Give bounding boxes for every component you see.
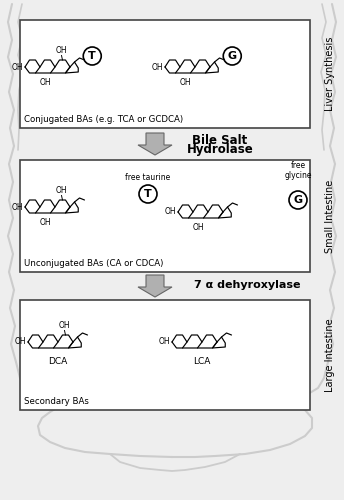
Text: OH: OH: [179, 78, 191, 87]
Text: Liver Synthesis: Liver Synthesis: [325, 37, 335, 111]
Text: OH: OH: [14, 338, 26, 346]
Text: LCA: LCA: [193, 357, 211, 366]
FancyArrow shape: [138, 133, 172, 155]
Text: OH: OH: [39, 78, 51, 87]
Text: OH: OH: [11, 62, 23, 72]
Text: OH: OH: [151, 62, 163, 72]
Text: OH: OH: [56, 46, 67, 55]
Text: T: T: [144, 189, 152, 199]
Text: OH: OH: [39, 218, 51, 227]
Text: Hydrolase: Hydrolase: [187, 144, 254, 156]
Bar: [20, 160, 310, 272]
Text: OH: OH: [56, 186, 67, 195]
Bar: [20, 300, 310, 410]
Text: Bile Salt: Bile Salt: [192, 134, 248, 146]
Text: Unconjugated BAs (CA or CDCA): Unconjugated BAs (CA or CDCA): [24, 259, 163, 268]
Text: OH: OH: [11, 202, 23, 211]
Text: 7 α dehyroxylase: 7 α dehyroxylase: [194, 280, 300, 290]
Text: Small Intestine: Small Intestine: [325, 180, 335, 252]
Text: Conjugated BAs (e.g. TCA or GCDCA): Conjugated BAs (e.g. TCA or GCDCA): [24, 115, 183, 124]
Text: OH: OH: [158, 338, 170, 346]
Text: free taurine: free taurine: [125, 173, 171, 182]
Bar: [20, 20, 310, 128]
FancyArrow shape: [138, 275, 172, 297]
Text: Large Intestine: Large Intestine: [325, 318, 335, 392]
Text: T: T: [88, 51, 96, 61]
Text: OH: OH: [192, 223, 204, 232]
Text: DCA: DCA: [49, 357, 68, 366]
Text: free
glycine: free glycine: [284, 160, 312, 180]
Text: OH: OH: [164, 208, 176, 216]
Text: G: G: [228, 51, 237, 61]
Text: Secondary BAs: Secondary BAs: [24, 397, 89, 406]
Text: OH: OH: [59, 321, 70, 330]
Text: G: G: [293, 195, 303, 205]
